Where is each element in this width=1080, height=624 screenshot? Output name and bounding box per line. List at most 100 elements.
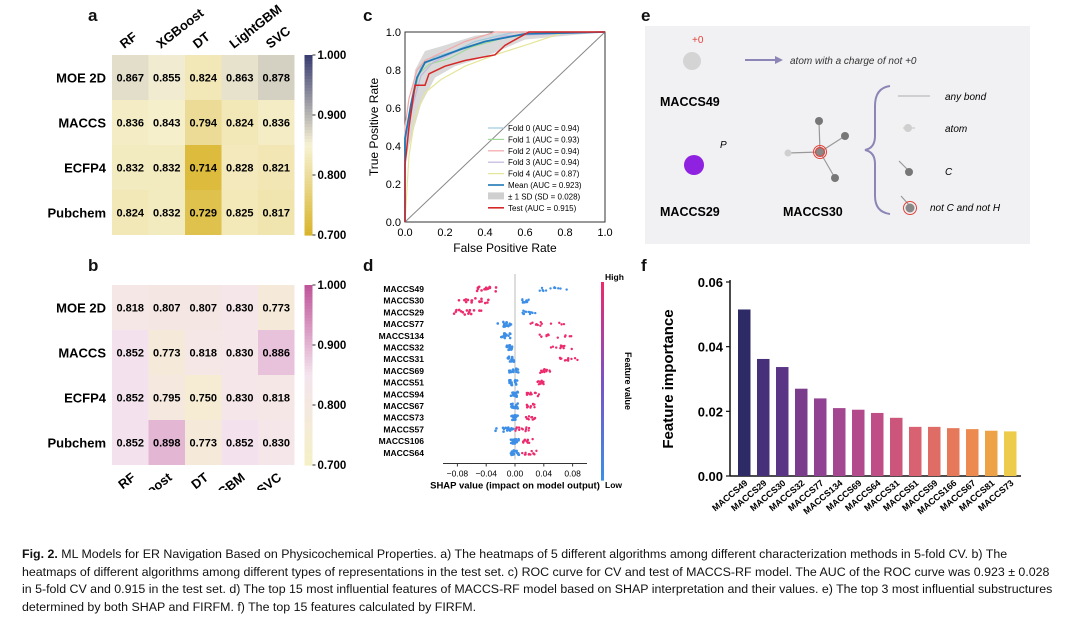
colorbar-segment — [304, 157, 313, 161]
heatmap-cell-value: 0.830 — [226, 348, 254, 360]
shap-point — [524, 453, 527, 456]
shap-point — [509, 394, 513, 398]
importance-bar — [966, 429, 979, 476]
colorbar-segment — [304, 315, 313, 319]
shap-point — [508, 371, 511, 374]
colorbar-segment — [304, 133, 313, 137]
shap-colorbar-segment — [601, 371, 604, 377]
colorbar-segment — [304, 148, 313, 152]
colorbar-segment — [304, 321, 313, 325]
colorbar-segment — [304, 226, 313, 230]
shap-colorbar-segment — [601, 376, 604, 382]
shap-point — [512, 449, 515, 452]
panel-label-c: c — [363, 6, 373, 25]
roc-legend-label: Fold 1 (AUC = 0.93) — [508, 135, 580, 144]
heatmap-cell — [221, 190, 258, 235]
colorbar-segment — [304, 453, 313, 457]
roc-x-axis-label: False Positive Rate — [453, 241, 557, 255]
colorbar-segment — [304, 309, 313, 313]
shap-point — [558, 321, 561, 325]
importance-bar — [1004, 431, 1017, 476]
colorbar-segment — [304, 151, 313, 155]
shap-point — [483, 287, 486, 291]
roc-y-tick-label: 0.2 — [386, 179, 401, 191]
shap-colorbar-segment — [601, 405, 604, 412]
shap-point — [525, 404, 529, 407]
heatmap-cell-value: 0.843 — [153, 118, 181, 130]
shap-x-tick-label: 0.00 — [507, 469, 524, 479]
heatmap-cell-value: 0.714 — [189, 163, 217, 175]
colorbar-segment — [304, 384, 313, 388]
shap-colorbar-segment — [601, 381, 604, 387]
colorbar-segment — [304, 199, 313, 203]
shap-point — [530, 415, 534, 419]
heatmap-cell — [258, 100, 295, 145]
roc-x-tick-label: 0.6 — [517, 227, 532, 239]
colorbar-segment — [304, 91, 313, 95]
heatmap-cell — [112, 100, 149, 145]
colorbar-segment — [304, 456, 313, 460]
heatmap-cell-value: 0.867 — [116, 73, 144, 85]
colorbar-segment — [304, 441, 313, 445]
shap-x-tick-label: 0.04 — [536, 469, 553, 479]
shap-point — [573, 357, 577, 360]
roc-sd-band — [405, 32, 605, 165]
roc-y-tick-label: 0.6 — [386, 103, 401, 115]
shap-colorbar-segment — [601, 400, 604, 407]
shap-point — [515, 414, 518, 417]
shap-colorbar-segment — [601, 346, 604, 352]
shap-colorbar-segment — [601, 425, 604, 432]
shap-point — [465, 309, 469, 312]
heatmap-cv: MOE 2D 0.867 0.855 0.824 0.863 0.878 MACCS 0.83… — [47, 1, 347, 242]
heatmap-cell-value: 0.852 — [116, 393, 144, 405]
shap-colorbar-segment — [601, 470, 604, 476]
shap-colorbar-segment — [601, 455, 604, 461]
heatmap-cell-value: 0.818 — [116, 303, 144, 315]
colorbar-segment — [304, 387, 313, 391]
shap-point — [480, 297, 483, 301]
shap-point — [549, 322, 553, 325]
heatmap-cell-value: 0.773 — [262, 303, 290, 315]
colorbar-segment — [304, 88, 313, 92]
colorbar-segment — [304, 145, 313, 149]
colorbar-segment — [304, 429, 313, 433]
colorbar-segment — [304, 61, 313, 65]
not-c-h-label: not C and not H — [930, 203, 1001, 214]
heatmap-row-label: ECFP4 — [64, 161, 107, 176]
roc-x-tick-label: 0.0 — [397, 227, 412, 239]
shap-point — [496, 322, 500, 325]
roc-legend-label: Fold 3 (AUC = 0.94) — [508, 158, 580, 167]
colorbar-segment — [304, 312, 313, 316]
shap-colorbar-segment — [601, 435, 604, 441]
colorbar-segment — [304, 330, 313, 334]
colorbar-segment — [304, 381, 313, 385]
shap-point — [457, 298, 461, 302]
shap-colorbar-segment — [601, 390, 604, 397]
colorbar-segment — [304, 196, 313, 200]
shap-point — [533, 406, 536, 409]
colorbar-segment — [304, 354, 313, 358]
shap-point — [457, 308, 461, 312]
shap-point — [476, 287, 480, 291]
colorbar-segment — [304, 327, 313, 331]
heatmap-test: MOE 2D 0.818 0.807 0.807 0.830 0.773 MACCS 0.85… — [47, 280, 346, 490]
colorbar-tick-label: 0.700 — [318, 230, 347, 242]
colorbar-segment — [304, 139, 313, 143]
shap-colorbar-segment — [601, 336, 604, 342]
heatmap-row-label: Pubchem — [47, 206, 106, 221]
shap-point — [562, 346, 565, 350]
shap-point — [522, 300, 526, 304]
shap-point — [531, 321, 534, 324]
shap-point — [530, 311, 533, 314]
colorbar-segment — [304, 348, 313, 352]
atom-label: atom — [945, 124, 967, 135]
heatmap-cell — [185, 375, 222, 420]
colorbar-segment — [304, 444, 313, 448]
colorbar-segment — [304, 58, 313, 62]
heatmap-cell-value: 0.830 — [262, 438, 290, 450]
shap-feature-label: MACCS57 — [383, 424, 424, 434]
carbon-label: C — [945, 167, 953, 178]
heatmap-cell-value: 0.830 — [226, 303, 254, 315]
colorbar-segment — [304, 67, 313, 71]
